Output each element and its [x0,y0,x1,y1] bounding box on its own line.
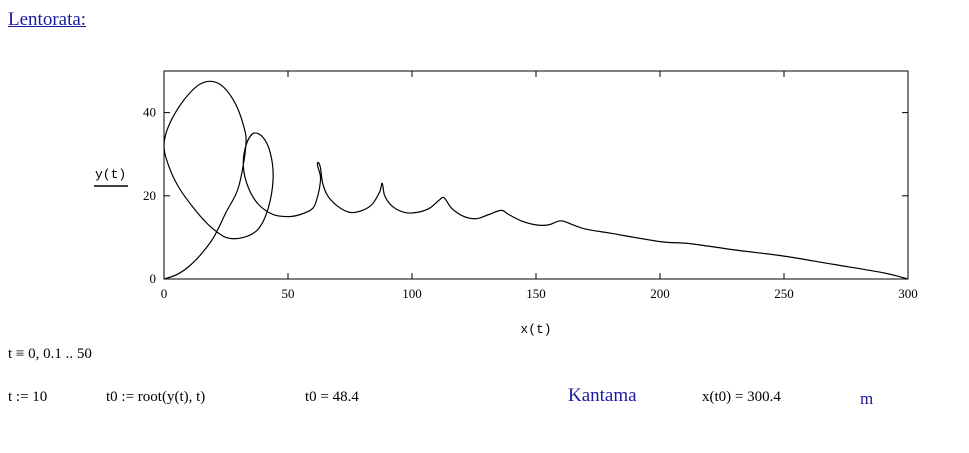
section-heading: Lentorata: [8,9,87,30]
x-tick-label: 50 [282,286,295,301]
x-tick-label: 300 [898,286,918,301]
axis-ticks [163,71,909,280]
y-tick-label: 20 [143,188,156,203]
y-tick-label: 0 [150,271,157,286]
x-tick-label: 150 [526,286,546,301]
x-tick-label: 200 [650,286,670,301]
range-result: x(t0) = 300.4 [702,389,781,405]
t-range-definition: t ≡ 0, 0.1 .. 50 [8,346,92,362]
plot-frame [163,70,909,280]
x-axis-label: x(t) [520,322,551,337]
x-tick-labels: 0 50 100 150 200 250 300 [161,286,918,301]
y-tick-labels: 0 20 40 [143,105,156,286]
y-tick-label: 40 [143,105,156,120]
unit-label: m [860,389,874,408]
x-tick-label: 250 [774,286,794,301]
y-axis-label: y(t) [95,167,126,182]
t0-result: t0 = 48.4 [305,389,359,405]
t-assignment: t := 10 [8,389,48,405]
x-tick-label: 100 [402,286,422,301]
range-label: Kantama [568,385,637,406]
t0-definition: t0 := root(y(t), t) [106,389,206,405]
series-line-trajectory [163,80,909,280]
x-tick-label: 0 [161,286,168,301]
